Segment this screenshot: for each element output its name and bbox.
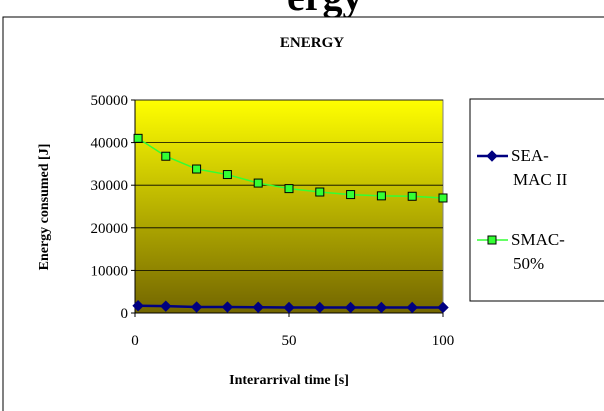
data-point (192, 164, 202, 174)
x-tick-label: 100 (432, 333, 455, 349)
legend-entry: SMAC- 50% (477, 230, 565, 273)
data-point (161, 151, 171, 161)
data-point (284, 184, 294, 194)
data-point (346, 190, 356, 200)
series-layer (132, 133, 449, 314)
data-point (133, 133, 143, 143)
data-point (375, 301, 388, 314)
series-smac-50- (133, 133, 448, 203)
y-tick-label: 20000 (91, 221, 129, 237)
y-tick-label: 50000 (91, 93, 129, 109)
data-point (407, 191, 417, 201)
legend: SEA- MAC II SMAC- 50% (477, 146, 568, 273)
data-point (315, 187, 325, 197)
data-point (253, 178, 263, 188)
data-point (190, 301, 203, 313)
page-heading-fragment: ergy (287, 0, 363, 19)
data-point (314, 301, 326, 314)
x-axis-label: Interarrival time [s] (229, 373, 349, 388)
legend-label: 50% (513, 254, 544, 273)
x-tick-label: 0 (131, 333, 139, 349)
x-tick-label: 50 (282, 333, 297, 349)
legend-label: SEA- (511, 146, 549, 165)
data-point (252, 301, 264, 313)
legend-label: MAC II (513, 170, 568, 189)
y-tick-label: 10000 (91, 263, 129, 279)
data-point (406, 301, 418, 314)
data-point (438, 193, 448, 203)
data-point (221, 301, 234, 313)
x-axis-ticks: 0 50 100 (131, 313, 454, 349)
data-point (160, 300, 172, 312)
series-sea-mac-ii (132, 300, 449, 314)
chart-title: ENERGY (280, 35, 344, 51)
data-point (437, 301, 449, 314)
y-tick-label: 40000 (91, 136, 129, 152)
y-tick-label: 0 (121, 306, 129, 322)
data-point (222, 170, 232, 180)
data-point (132, 300, 144, 312)
plot-area (134, 99, 444, 314)
data-point (283, 301, 295, 314)
y-axis-label: Energy consumed [J] (37, 144, 52, 271)
data-point (486, 150, 498, 162)
data-point (376, 191, 386, 201)
data-point (344, 301, 357, 314)
data-point (487, 235, 497, 245)
y-tick-label: 30000 (91, 178, 129, 194)
legend-box (469, 98, 604, 302)
y-axis-ticks: 0 10000 20000 30000 40000 50000 (91, 93, 135, 322)
legend-label: SMAC- (511, 230, 565, 249)
legend-entry: SEA- MAC II (477, 146, 568, 189)
